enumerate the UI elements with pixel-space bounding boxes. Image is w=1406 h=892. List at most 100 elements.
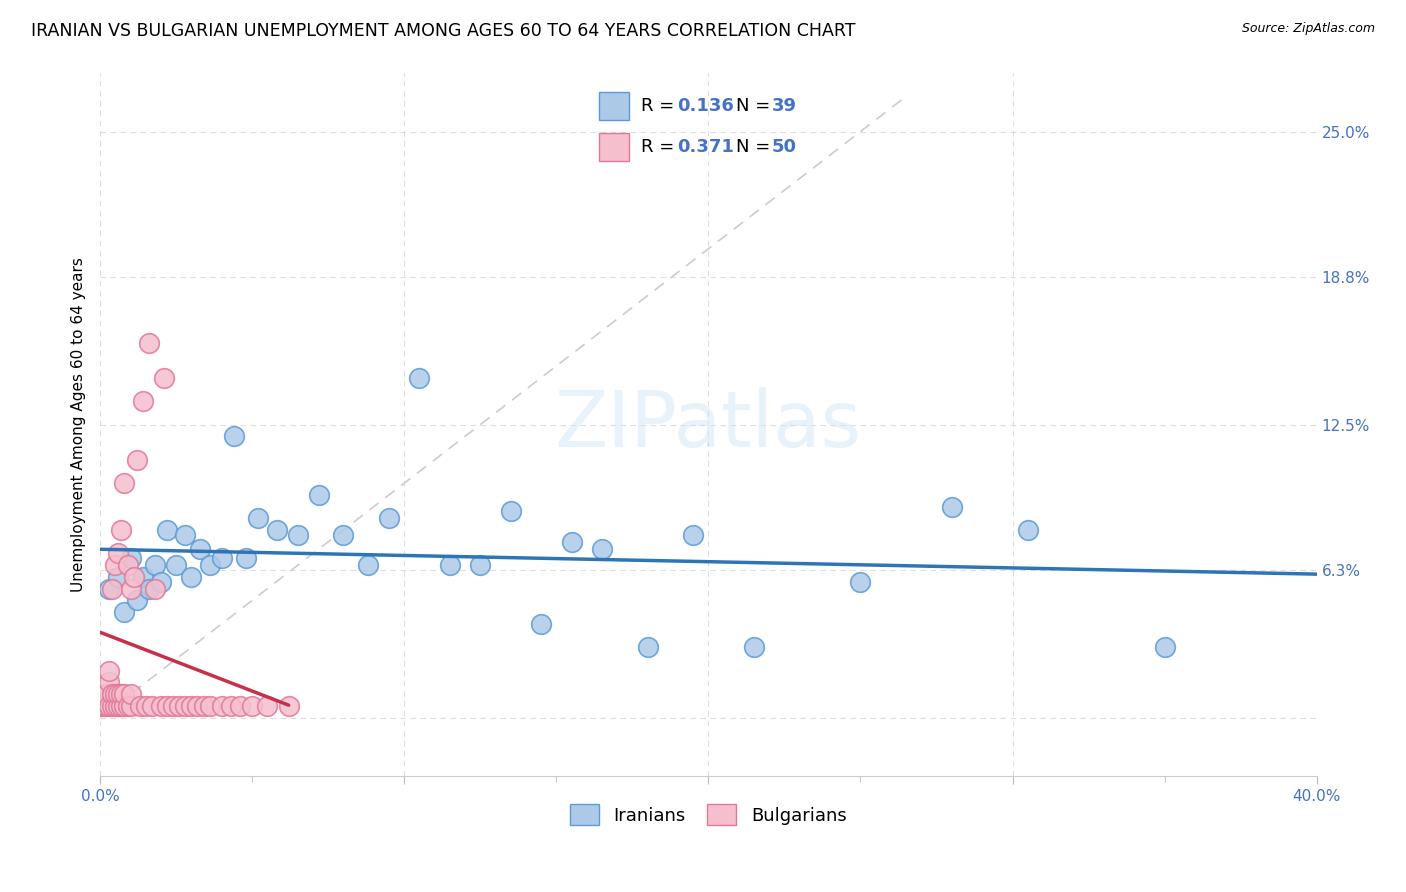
Point: [131, 394, 153, 409]
Point: [110, 687, 132, 701]
Point: [332, 527, 354, 541]
Point: [229, 698, 252, 713]
Point: [153, 370, 176, 384]
Point: [287, 527, 309, 541]
Y-axis label: Unemployment Among Ages 60 to 64 years: Unemployment Among Ages 60 to 64 years: [72, 257, 86, 592]
Point: [162, 698, 184, 713]
Point: [98, 698, 121, 713]
Point: [235, 551, 257, 566]
Point: [114, 698, 136, 713]
Point: [120, 698, 142, 713]
Point: [107, 698, 129, 713]
Point: [125, 593, 148, 607]
Point: [110, 698, 132, 713]
Point: [101, 687, 124, 701]
Point: [222, 429, 245, 443]
Point: [91, 698, 114, 713]
FancyBboxPatch shape: [599, 133, 628, 161]
Text: 0.136: 0.136: [676, 97, 734, 115]
Point: [107, 547, 129, 561]
Point: [96, 687, 118, 701]
Point: [378, 511, 401, 525]
Point: [104, 698, 127, 713]
Point: [174, 698, 197, 713]
Point: [104, 687, 127, 701]
Point: [143, 558, 166, 573]
Point: [591, 541, 613, 556]
Point: [174, 527, 197, 541]
Point: [247, 511, 270, 525]
Point: [114, 605, 136, 619]
Text: 50: 50: [772, 138, 796, 156]
Point: [101, 698, 124, 713]
Point: [561, 534, 583, 549]
Point: [219, 698, 242, 713]
Point: [849, 574, 872, 589]
Point: [149, 574, 172, 589]
Point: [637, 640, 659, 655]
Point: [408, 370, 430, 384]
Point: [190, 541, 212, 556]
Point: [128, 698, 150, 713]
Point: [1153, 640, 1175, 655]
FancyBboxPatch shape: [599, 93, 628, 120]
Point: [193, 698, 215, 713]
Point: [98, 582, 121, 596]
Point: [186, 698, 208, 713]
Point: [98, 664, 121, 678]
Point: [211, 551, 233, 566]
Point: [499, 504, 522, 518]
Point: [277, 698, 299, 713]
Text: N =: N =: [735, 97, 776, 115]
Text: ZIPatlas: ZIPatlas: [555, 386, 862, 463]
Point: [104, 558, 127, 573]
Text: N =: N =: [735, 138, 776, 156]
Point: [143, 582, 166, 596]
Point: [117, 558, 139, 573]
Point: [101, 582, 124, 596]
Point: [165, 558, 187, 573]
Point: [266, 523, 288, 537]
Text: Source: ZipAtlas.com: Source: ZipAtlas.com: [1241, 22, 1375, 36]
Text: R =: R =: [641, 97, 681, 115]
Point: [156, 698, 179, 713]
Point: [141, 698, 163, 713]
Point: [470, 558, 492, 573]
Point: [131, 570, 153, 584]
Point: [135, 698, 157, 713]
Point: [120, 582, 142, 596]
Point: [240, 698, 263, 713]
Point: [180, 698, 202, 713]
Text: 0.371: 0.371: [676, 138, 734, 156]
Point: [742, 640, 765, 655]
Point: [1017, 523, 1039, 537]
Point: [138, 335, 160, 350]
Point: [120, 551, 142, 566]
Point: [120, 687, 142, 701]
Legend: Iranians, Bulgarians: Iranians, Bulgarians: [561, 795, 856, 834]
Point: [167, 698, 190, 713]
Point: [256, 698, 278, 713]
Point: [941, 500, 963, 514]
Point: [308, 488, 330, 502]
Point: [198, 698, 221, 713]
Point: [357, 558, 380, 573]
Point: [96, 698, 118, 713]
Point: [110, 523, 132, 537]
Point: [138, 582, 160, 596]
Point: [180, 570, 202, 584]
Point: [198, 558, 221, 573]
Point: [107, 570, 129, 584]
Point: [98, 675, 121, 690]
Point: [125, 452, 148, 467]
Point: [211, 698, 233, 713]
Point: [114, 687, 136, 701]
Point: [149, 698, 172, 713]
Point: [114, 476, 136, 491]
Point: [117, 698, 139, 713]
Point: [439, 558, 461, 573]
Text: IRANIAN VS BULGARIAN UNEMPLOYMENT AMONG AGES 60 TO 64 YEARS CORRELATION CHART: IRANIAN VS BULGARIAN UNEMPLOYMENT AMONG …: [31, 22, 855, 40]
Point: [156, 523, 179, 537]
Point: [122, 570, 145, 584]
Point: [530, 616, 553, 631]
